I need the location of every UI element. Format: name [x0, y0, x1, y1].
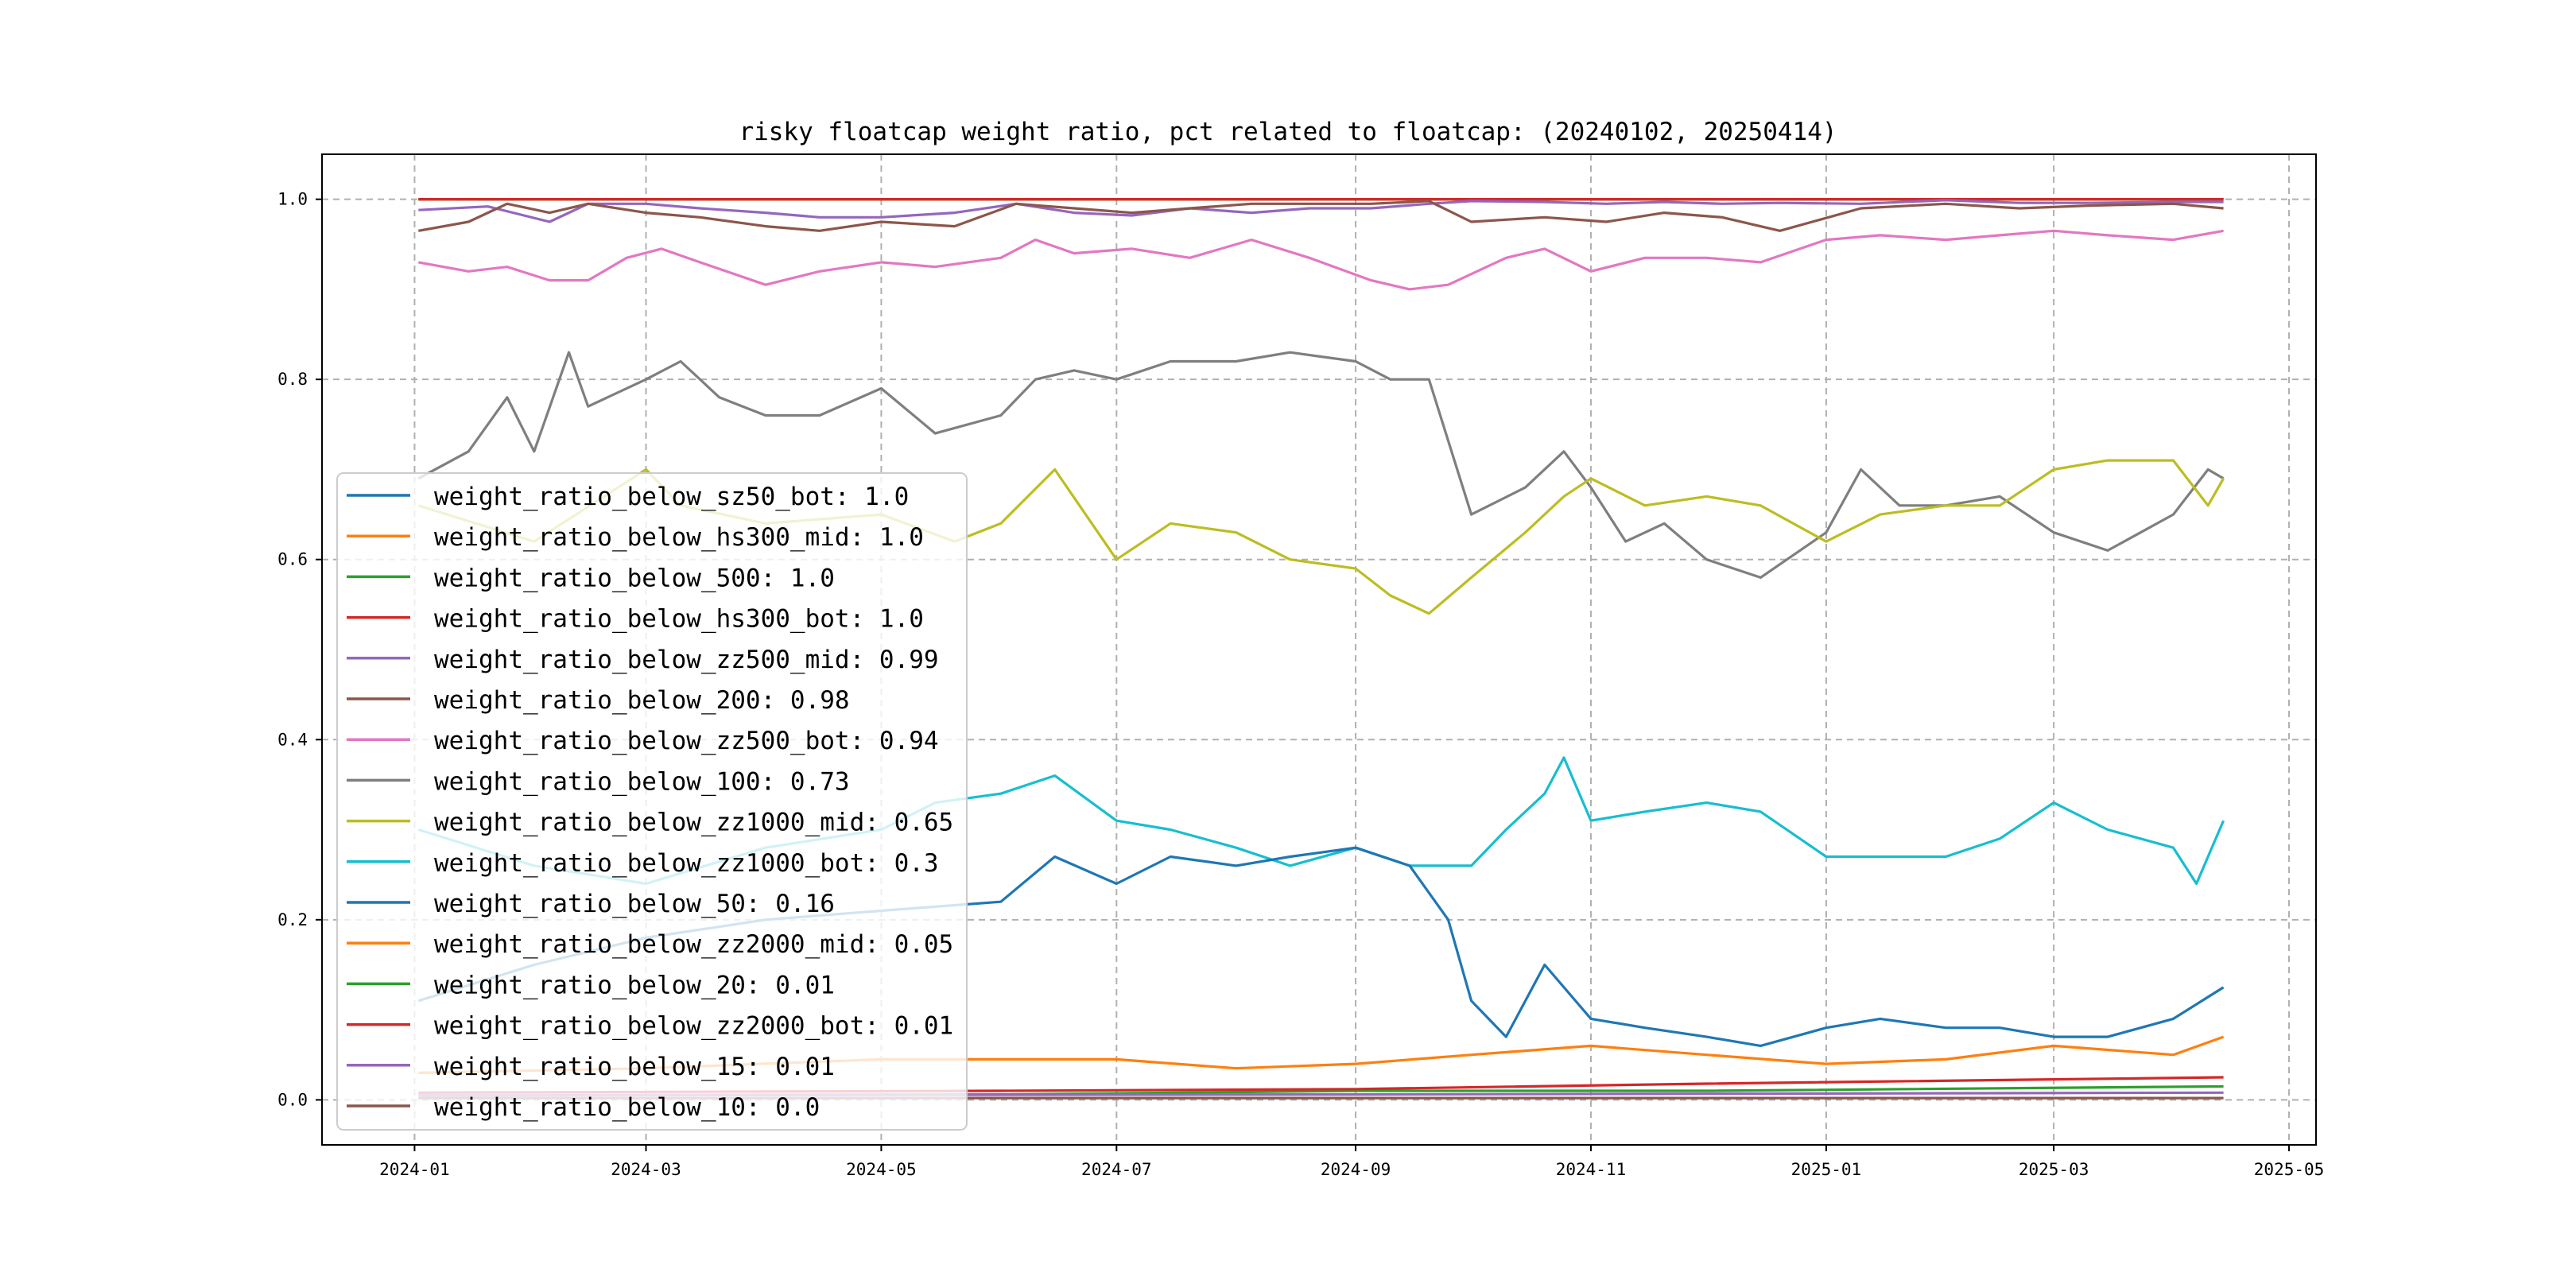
y-tick-label: 0.2 — [277, 910, 308, 929]
series-line — [418, 229, 2224, 291]
series-line — [418, 200, 2224, 232]
legend-label: weight_ratio_below_hs300_bot: 1.0 — [434, 605, 924, 634]
y-tick-label: 0.4 — [277, 730, 308, 749]
legend-box — [336, 472, 968, 1131]
y-tick-label: 0.8 — [277, 370, 308, 389]
x-tick-label: 2025-05 — [2254, 1160, 2325, 1179]
legend-label: weight_ratio_below_100: 0.73 — [434, 767, 850, 796]
y-tick-label: 1.0 — [277, 190, 308, 209]
x-tick-label: 2024-03 — [611, 1160, 681, 1179]
series-line — [418, 199, 2224, 223]
x-tick-label: 2024-05 — [846, 1160, 917, 1179]
legend-label: weight_ratio_below_zz1000_mid: 0.65 — [434, 809, 953, 837]
x-tick-label: 2025-03 — [2019, 1160, 2089, 1179]
legend-label: weight_ratio_below_10: 0.0 — [434, 1093, 820, 1122]
chart-title: risky floatcap weight ratio, pct related… — [739, 118, 1837, 146]
x-tick-label: 2024-11 — [1556, 1160, 1627, 1179]
legend-label: weight_ratio_below_zz500_mid: 0.99 — [434, 646, 939, 674]
x-tick-label: 2025-01 — [1791, 1160, 1862, 1179]
axis-ticks: 2024-01 2024-03 2024-05 2024-07 2024-09 2024-… — [277, 190, 2324, 1179]
x-tick-label: 2024-07 — [1081, 1160, 1152, 1179]
plot-frame — [321, 153, 2317, 1146]
legend-label: weight_ratio_below_sz50_bot: 1.0 — [434, 483, 909, 511]
y-tick-label: 0.6 — [277, 550, 308, 569]
legend-label: weight_ratio_below_hs300_mid: 1.0 — [434, 523, 924, 552]
x-tick-label: 2024-09 — [1321, 1160, 1391, 1179]
legend-label: weight_ratio_below_200: 0.98 — [434, 686, 850, 715]
legend-label: weight_ratio_below_50: 0.16 — [434, 890, 835, 918]
legend-label: weight_ratio_below_zz1000_bot: 0.3 — [434, 849, 939, 878]
legend-label: weight_ratio_below_15: 0.01 — [434, 1053, 835, 1081]
series-line — [417, 351, 2225, 579]
y-tick-label: 0.0 — [277, 1090, 308, 1109]
legend: weight_ratio_below_sz50_bot: 1.0 weight_r… — [336, 472, 968, 1131]
legend-label: weight_ratio_below_zz2000_mid: 0.05 — [434, 930, 953, 959]
legend-label: weight_ratio_below_20: 0.01 — [434, 971, 835, 999]
x-tick-label: 2024-01 — [379, 1160, 450, 1179]
legend-label: weight_ratio_below_zz500_bot: 0.94 — [434, 727, 939, 755]
series-lines — [417, 198, 2225, 1100]
legend-label: weight_ratio_below_zz2000_bot: 0.01 — [434, 1012, 953, 1041]
legend-label: weight_ratio_below_500: 1.0 — [434, 564, 835, 592]
